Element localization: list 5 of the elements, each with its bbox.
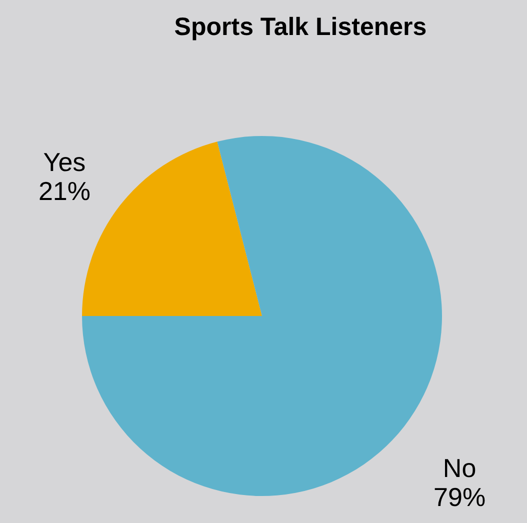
slice-label: Yes (43, 146, 86, 177)
data-label: 21% (38, 176, 90, 206)
data-label: 79% (434, 482, 486, 512)
slice-label: No (442, 453, 476, 484)
chart-title: Sports Talk Listeners (174, 13, 427, 41)
